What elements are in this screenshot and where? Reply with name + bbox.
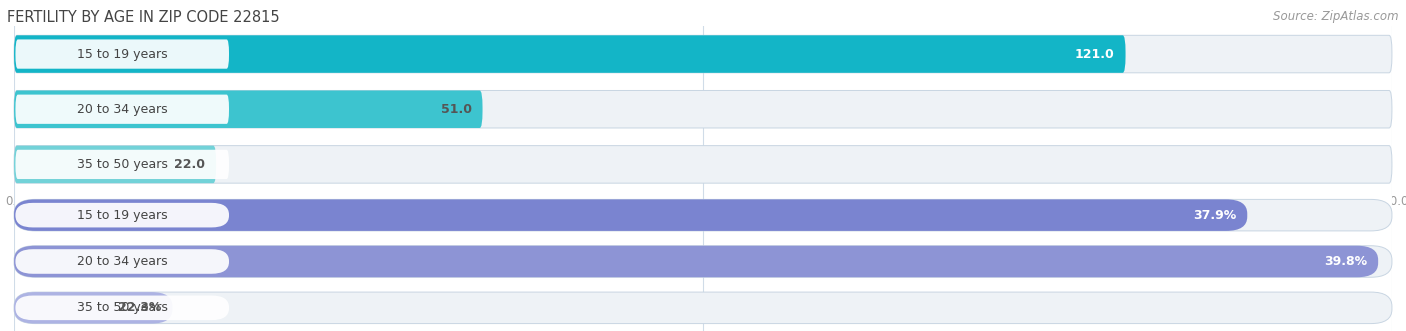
Text: Source: ZipAtlas.com: Source: ZipAtlas.com [1274,10,1399,23]
FancyBboxPatch shape [15,203,229,227]
FancyBboxPatch shape [15,95,229,124]
FancyBboxPatch shape [14,292,173,324]
FancyBboxPatch shape [14,199,1247,231]
Text: 37.9%: 37.9% [1192,209,1236,222]
FancyBboxPatch shape [15,39,229,69]
Text: 20 to 34 years: 20 to 34 years [77,103,167,116]
Text: 51.0: 51.0 [440,103,471,116]
Text: 22.0: 22.0 [174,158,205,171]
FancyBboxPatch shape [14,146,217,183]
FancyBboxPatch shape [14,199,1392,231]
FancyBboxPatch shape [14,35,1392,73]
FancyBboxPatch shape [14,246,1378,277]
FancyBboxPatch shape [15,296,229,320]
Text: 15 to 19 years: 15 to 19 years [77,209,167,222]
Text: 39.8%: 39.8% [1324,255,1367,268]
Text: 20 to 34 years: 20 to 34 years [77,255,167,268]
FancyBboxPatch shape [14,146,1392,183]
Text: 22.3%: 22.3% [118,301,162,314]
FancyBboxPatch shape [14,246,1392,277]
Text: 35 to 50 years: 35 to 50 years [77,301,167,314]
FancyBboxPatch shape [14,292,1392,324]
Text: FERTILITY BY AGE IN ZIP CODE 22815: FERTILITY BY AGE IN ZIP CODE 22815 [7,10,280,25]
Text: 35 to 50 years: 35 to 50 years [77,158,167,171]
FancyBboxPatch shape [15,249,229,274]
FancyBboxPatch shape [14,90,482,128]
FancyBboxPatch shape [15,150,229,179]
Text: 15 to 19 years: 15 to 19 years [77,48,167,61]
FancyBboxPatch shape [14,35,1126,73]
Text: 121.0: 121.0 [1074,48,1115,61]
FancyBboxPatch shape [14,90,1392,128]
